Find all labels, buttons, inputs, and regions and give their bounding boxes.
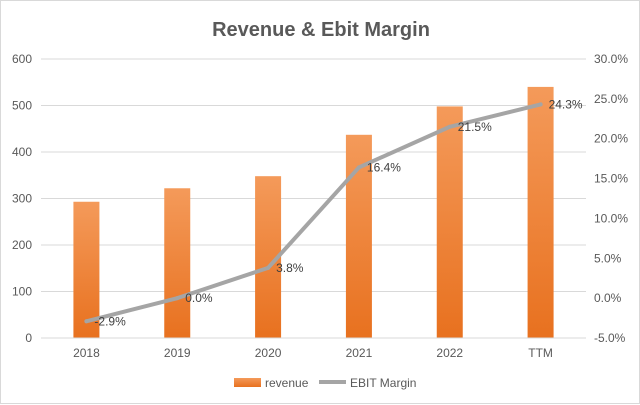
ebit-margin-series-line (84, 102, 543, 324)
right-axis-tick-label: 25.0% (594, 92, 628, 106)
right-axis-tick-label: 30.0% (594, 52, 628, 66)
legend-revenue-swatch (234, 378, 261, 387)
x-axis-tick-label: 2020 (255, 346, 282, 360)
right-axis-tick-label: 0.0% (594, 291, 622, 305)
ebit-margin-point (175, 296, 180, 301)
data-labels: -2.9% 0.0% 3.8% 16.4% 21.5% 24.3% (94, 97, 583, 328)
left-axis-tick-label: 0 (25, 331, 32, 345)
x-axis-tick-label: 2019 (164, 346, 191, 360)
left-axis: 0 100 200 300 400 500 600 (12, 52, 32, 345)
left-axis-tick-label: 600 (12, 52, 32, 66)
right-axis-tick-label: -5.0% (594, 331, 626, 345)
left-axis-tick-label: 500 (12, 99, 32, 113)
right-axis-tick-label: 20.0% (594, 132, 628, 146)
left-axis-tick-label: 100 (12, 285, 32, 299)
chart-title: Revenue & Ebit Margin (212, 19, 430, 41)
x-axis: 2018 2019 2020 2021 2022 TTM (41, 337, 586, 360)
right-axis: -5.0% 0.0% 5.0% 10.0% 15.0% 20.0% 25.0% 30.0% (594, 52, 628, 345)
ebit-margin-data-label: 3.8% (276, 261, 304, 275)
ebit-margin-data-label: 16.4% (367, 160, 401, 174)
ebit-margin-data-label: -2.9% (94, 314, 126, 328)
revenue-bar (436, 106, 463, 339)
x-axis-tick-label: 2018 (73, 346, 100, 360)
legend: revenue EBIT Margin (234, 376, 416, 390)
right-axis-tick-label: 15.0% (594, 172, 628, 186)
left-axis-tick-label: 300 (12, 192, 32, 206)
gridlines (41, 58, 586, 292)
ebit-margin-data-label: 21.5% (458, 120, 492, 134)
ebit-margin-point (84, 319, 89, 324)
x-axis-tick-label: 2021 (346, 346, 373, 360)
x-axis-tick-label: 2022 (436, 346, 463, 360)
ebit-margin-line (84, 102, 543, 324)
right-axis-tick-label: 5.0% (594, 251, 622, 265)
ebit-margin-point (266, 265, 271, 270)
ebit-margin-data-label: 24.3% (549, 97, 583, 111)
legend-ebit-label: EBIT Margin (350, 376, 416, 390)
ebit-margin-point (356, 165, 361, 170)
revenue-bars (73, 86, 554, 339)
right-axis-tick-label: 10.0% (594, 211, 628, 225)
legend-revenue-label: revenue (265, 376, 309, 390)
x-axis-tick-label: TTM (528, 346, 553, 360)
ebit-margin-point (447, 124, 452, 129)
revenue-bar (73, 201, 100, 338)
left-axis-tick-label: 200 (12, 238, 32, 252)
ebit-margin-point (538, 102, 543, 107)
revenue-bar (164, 188, 191, 338)
revenue-bar (527, 86, 554, 339)
left-axis-tick-label: 400 (12, 145, 32, 159)
ebit-margin-data-label: 0.0% (185, 291, 213, 305)
